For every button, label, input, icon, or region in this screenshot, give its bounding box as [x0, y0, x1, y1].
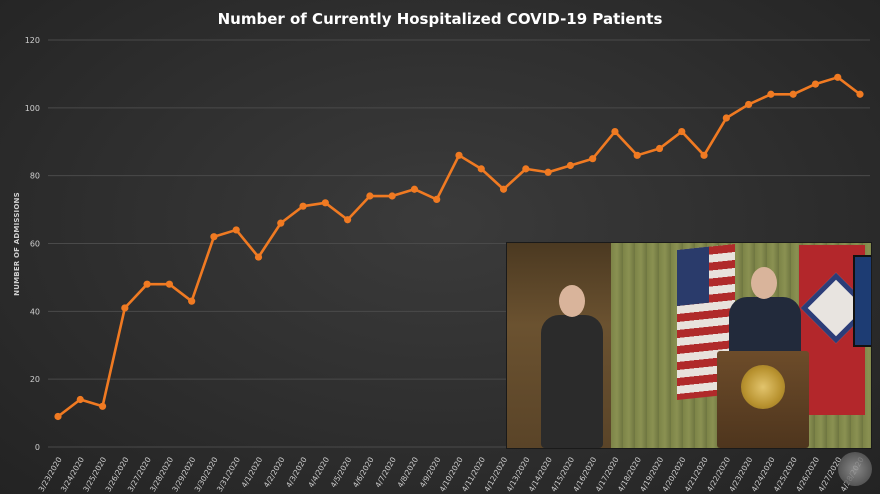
- data-point: [477, 165, 485, 173]
- x-tick-label: 4/8/2020: [396, 455, 421, 489]
- data-point: [789, 90, 797, 98]
- data-point: [232, 226, 240, 234]
- y-axis-label: NUMBER OF ADMISSIONS: [13, 192, 21, 296]
- data-point: [210, 233, 218, 241]
- chart-title: Number of Currently Hospitalized COVID-1…: [218, 10, 663, 28]
- data-point: [811, 80, 820, 88]
- y-tick-label: 0: [35, 443, 40, 452]
- data-point: [165, 280, 173, 288]
- data-point: [54, 412, 62, 421]
- y-tick-label: 20: [30, 375, 40, 384]
- data-point: [388, 192, 396, 200]
- data-point: [834, 73, 842, 81]
- x-tick-label: 4/5/2020: [329, 455, 354, 489]
- x-tick-label: 4/4/2020: [306, 455, 331, 489]
- speaker-head: [751, 267, 777, 299]
- x-tick-label: 4/9/2020: [418, 455, 443, 489]
- data-point: [678, 127, 686, 136]
- y-axis-ticks: 0 20 40 60 80 100 120: [25, 36, 40, 452]
- data-point: [633, 151, 641, 159]
- data-point: [76, 395, 84, 404]
- data-point: [366, 192, 374, 200]
- data-point: [455, 151, 463, 159]
- podium-seal-icon: [741, 365, 785, 409]
- y-tick-label: 100: [25, 104, 40, 113]
- data-point: [589, 155, 597, 163]
- y-tick-label: 60: [30, 240, 40, 249]
- data-point: [499, 185, 508, 193]
- x-tick-label: 4/1/2020: [240, 455, 265, 489]
- data-point: [767, 90, 775, 98]
- data-point: [277, 219, 285, 227]
- data-point: [722, 114, 730, 122]
- data-point: [856, 90, 864, 98]
- data-point: [188, 297, 196, 305]
- data-point: [433, 195, 441, 204]
- x-axis-ticks: 3/23/20203/24/20203/25/20203/26/20203/27…: [37, 455, 866, 493]
- data-point: [121, 304, 129, 312]
- data-point: [410, 185, 419, 193]
- data-point: [254, 253, 263, 261]
- x-tick-label: 4/2/2020: [262, 455, 287, 489]
- press-conference-video: [506, 242, 872, 449]
- data-point: [98, 402, 107, 410]
- series-points: [54, 73, 864, 421]
- y-tick-label: 40: [30, 307, 40, 316]
- y-tick-label: 120: [25, 36, 40, 45]
- x-tick-label: 4/3/2020: [284, 455, 309, 489]
- data-point: [299, 202, 307, 210]
- x-tick-label: 4/6/2020: [351, 455, 376, 489]
- data-point: [655, 144, 664, 153]
- interpreter-head: [559, 285, 585, 317]
- data-point: [321, 199, 329, 207]
- data-point: [522, 165, 530, 173]
- data-point: [544, 168, 552, 176]
- data-point: [344, 216, 352, 224]
- interpreter: [541, 315, 603, 448]
- y-tick-label: 80: [30, 172, 40, 181]
- data-point: [143, 280, 151, 288]
- data-point: [566, 161, 574, 170]
- x-tick-label: 4/7/2020: [373, 455, 398, 489]
- data-point: [700, 151, 708, 159]
- monitor: [853, 255, 871, 347]
- broadcast-logo-icon: [838, 452, 872, 486]
- data-point: [745, 100, 753, 109]
- data-point: [611, 127, 619, 136]
- podium: [717, 351, 809, 448]
